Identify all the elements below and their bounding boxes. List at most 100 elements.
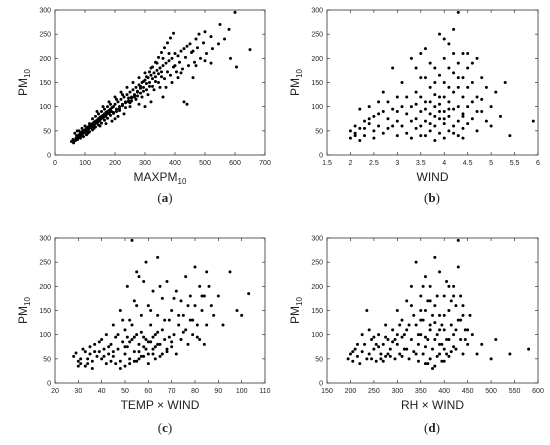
data-point [440,342,444,346]
y-axis-label: PM10 [288,297,304,324]
data-point [372,335,376,339]
data-point [154,75,157,79]
data-point [158,354,162,358]
data-point [456,134,460,138]
data-point [229,56,232,60]
data-point [193,304,197,308]
data-point [93,350,97,354]
data-point [228,270,232,274]
data-point [456,85,460,89]
data-point [182,100,186,104]
data-point [146,304,150,308]
data-point [400,335,404,339]
data-point [130,99,133,103]
data-point [90,367,94,370]
data-point [433,93,437,97]
data-point [142,89,145,93]
data-point [185,102,189,106]
data-point [445,338,449,341]
data-point [449,323,453,327]
data-point [148,84,151,88]
data-point [391,340,395,344]
data-point [445,280,449,283]
data-point [142,80,145,84]
data-point [128,318,132,322]
data-point [419,95,423,99]
data-point [187,64,190,68]
data-point [119,90,123,94]
data-point [167,59,171,63]
data-point [133,93,136,97]
data-point [405,347,409,351]
data-point [447,354,451,358]
data-point [170,340,174,344]
data-point [456,238,460,242]
data-point [175,70,178,74]
data-point [423,47,427,51]
data-point [433,114,437,118]
data-point [426,338,430,341]
data-point [165,280,169,283]
x-tick-label: 80 [191,388,199,395]
data-point [452,27,456,31]
data-point [142,345,146,349]
data-point [149,100,153,104]
data-point [407,323,411,327]
caption-letter: a [162,190,169,205]
x-axis-label-subscript: 10 [178,177,187,186]
data-point [428,328,432,332]
data-point [173,52,177,55]
data-point [86,362,90,366]
data-point [188,42,192,46]
data-point [167,335,171,339]
data-point [426,299,430,303]
data-point [358,107,362,111]
data-point [372,129,376,133]
data-point [423,362,427,366]
data-point [88,352,92,356]
data-point [461,114,465,118]
y-tick-label: 300 [39,8,51,15]
x-tick-label: 40 [98,388,106,395]
x-axis-label-main: RH × WIND [401,398,464,412]
data-point [130,96,133,100]
data-point [123,352,127,356]
data-point [145,75,148,79]
y-tick-label: 150 [39,80,51,87]
x-tick-label: 2 [348,160,352,167]
data-point [195,335,199,339]
data-point [209,35,213,39]
data-point [388,347,392,351]
data-point [123,328,127,332]
data-point [381,131,385,135]
data-point [442,81,446,84]
data-point [431,313,434,317]
data-point [132,359,136,363]
data-point [76,364,80,368]
data-point [156,342,160,346]
data-point [480,76,484,80]
data-point [400,81,404,84]
data-point [97,123,100,127]
data-point [431,347,434,351]
data-point [104,333,108,337]
data-point [405,328,409,332]
data-point [172,31,175,35]
data-point [203,59,207,63]
data-point [367,117,371,121]
data-point [459,338,463,341]
x-tick-label: 3 [395,160,399,167]
data-point [395,110,399,113]
data-point [442,313,446,317]
data-point [128,105,132,109]
data-point [466,66,470,70]
data-point [149,73,153,77]
data-point [428,129,432,133]
data-point [137,350,141,354]
data-point [181,313,185,317]
data-point [184,55,187,59]
data-point [123,364,127,368]
data-point [79,357,83,361]
data-point [153,345,157,349]
data-point [166,41,169,45]
